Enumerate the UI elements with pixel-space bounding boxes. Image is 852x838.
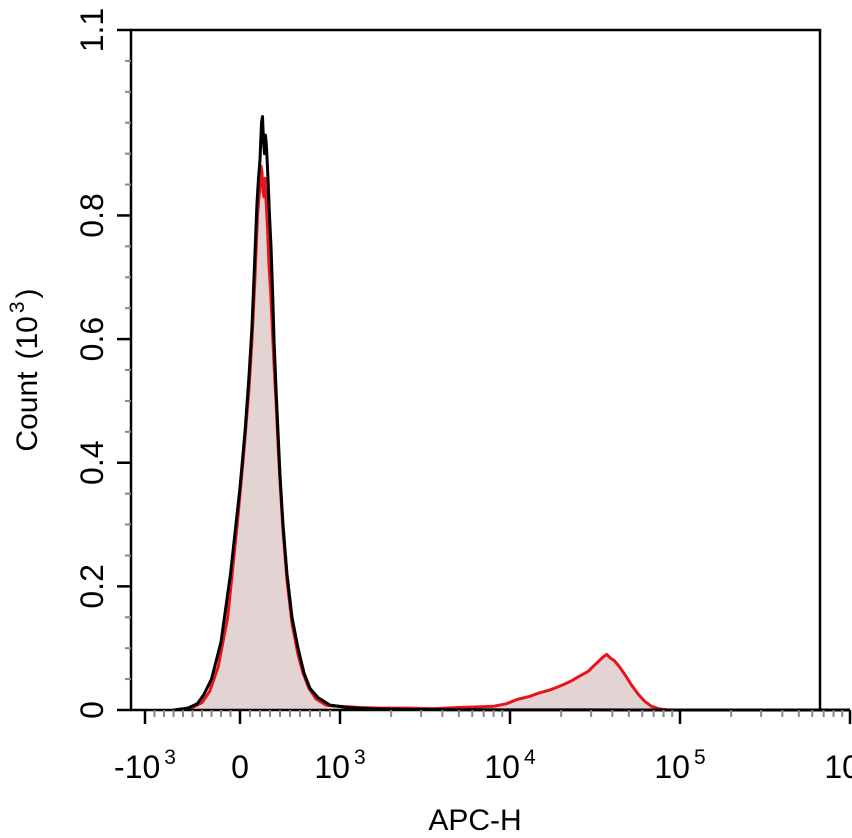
y-axis-title: Count (10 3) xyxy=(6,288,44,451)
x-tick-base: 10 xyxy=(824,749,852,785)
x-tick-base: 0 xyxy=(231,749,249,785)
y-axis-unit-exp: 3 xyxy=(6,301,29,313)
axes-layer xyxy=(117,28,852,724)
x-tick-exp: 4 xyxy=(524,746,536,769)
y-axis-unit-close: ) xyxy=(11,288,44,298)
x-tick-label: 0 xyxy=(231,749,249,785)
x-tick-base: 10 xyxy=(314,749,350,785)
x-tick-label: 10 5 xyxy=(654,746,705,785)
x-tick-base: -10 xyxy=(114,749,160,785)
x-tick-base: 10 xyxy=(484,749,520,785)
x-tick-label: 10 3 xyxy=(314,746,365,785)
y-axis-unit-open: ( xyxy=(11,350,44,360)
x-tick-label: 10 4 xyxy=(484,746,536,785)
x-tick-exp: 3 xyxy=(164,746,176,769)
x-axis-title: APC-H xyxy=(428,804,521,837)
x-tick-exp: 3 xyxy=(354,746,366,769)
y-axis-unit-base: 10 xyxy=(11,316,44,349)
y-tick-label: 0 xyxy=(74,701,110,719)
series-fill-stained xyxy=(178,166,851,710)
y-tick-label: 0.4 xyxy=(74,440,110,484)
x-tick-exp: 5 xyxy=(694,746,706,769)
labels-layer: 00.20.40.60.81.1-1030103104105106APC-HCo… xyxy=(6,8,852,837)
y-tick-label: 0.8 xyxy=(74,193,110,237)
y-tick-label: 1.1 xyxy=(74,8,110,52)
series-layer xyxy=(173,115,851,712)
y-tick-label: 0.2 xyxy=(74,564,110,608)
y-tick-label: 0.6 xyxy=(74,317,110,361)
series-line-control xyxy=(173,115,850,712)
x-tick-label: -10 3 xyxy=(114,746,176,785)
y-axis-label: Count xyxy=(11,371,44,452)
x-tick-label: 106 xyxy=(824,746,852,785)
x-tick-base: 10 xyxy=(654,749,690,785)
